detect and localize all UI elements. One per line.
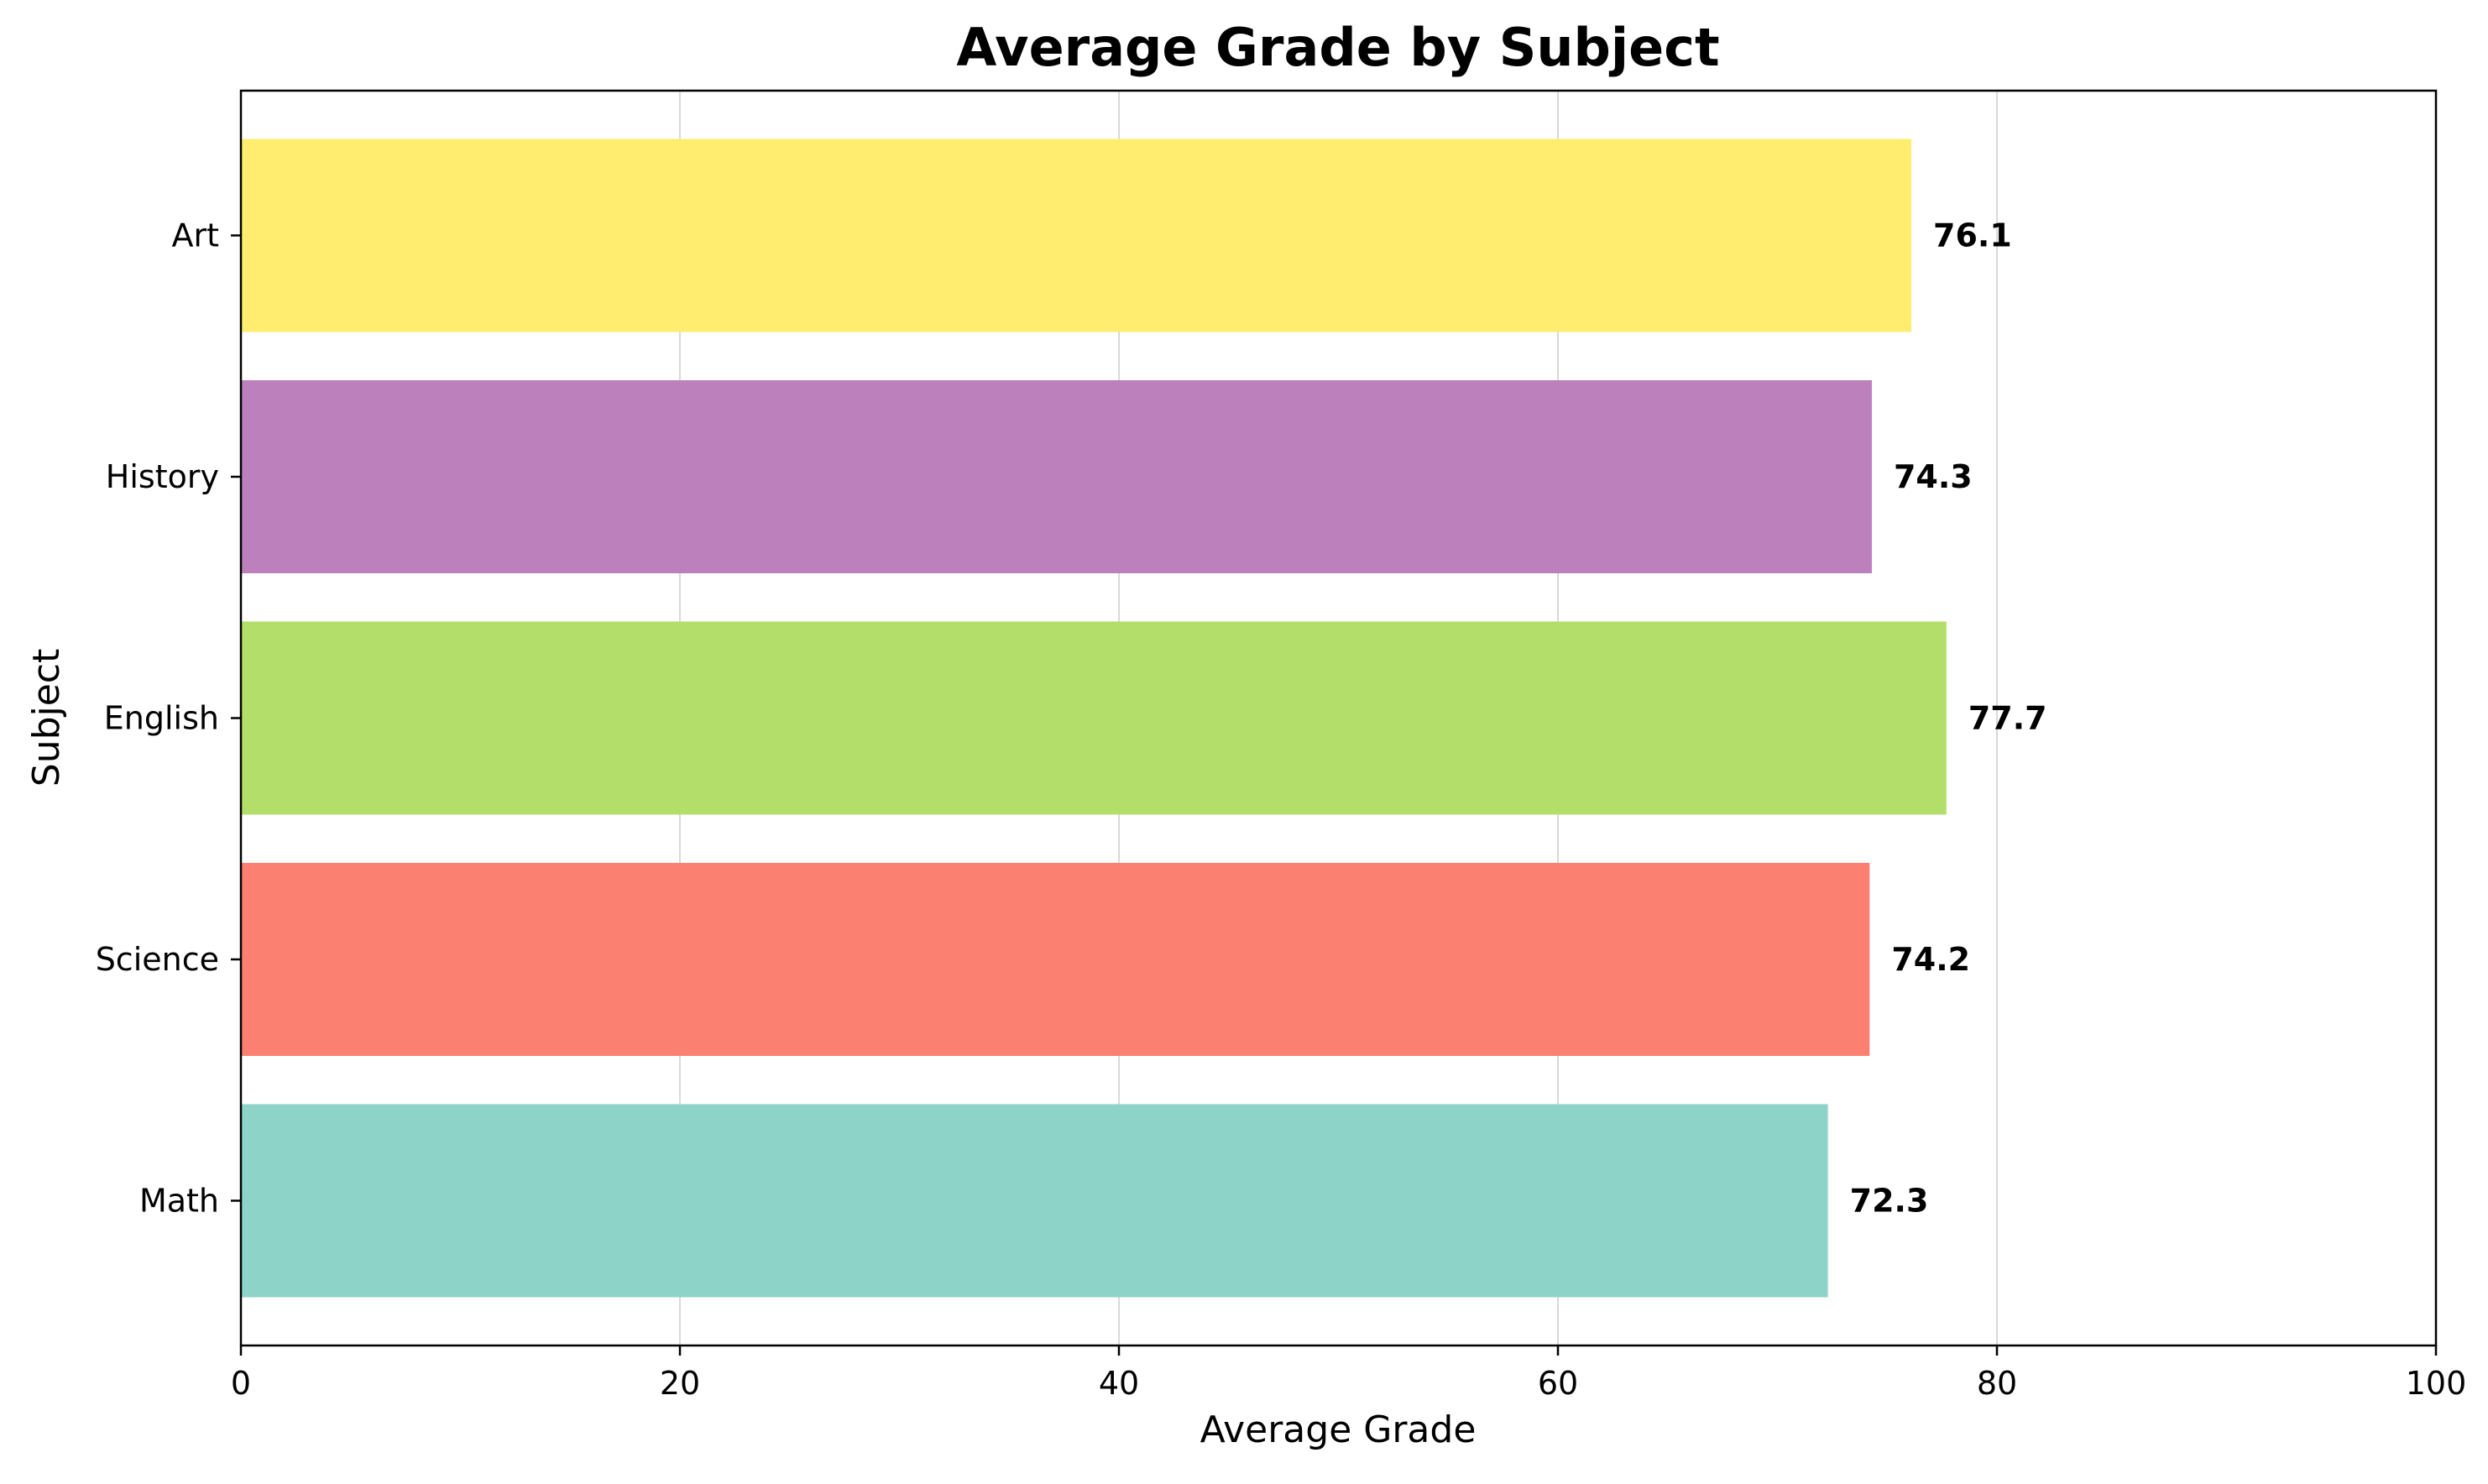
bar-history xyxy=(241,380,1872,573)
y-axis-ticks: Math Science English History Art xyxy=(96,217,241,1220)
bars-layer xyxy=(241,138,1947,1298)
x-tick-label: 60 xyxy=(1538,1365,1578,1402)
bar-math xyxy=(241,1104,1828,1298)
value-label: 77.7 xyxy=(1968,700,2047,737)
value-label: 74.3 xyxy=(1894,458,1973,495)
y-tick-label: History xyxy=(106,458,219,495)
x-tick-label: 20 xyxy=(660,1365,700,1402)
value-label: 72.3 xyxy=(1850,1183,1929,1220)
bar-art xyxy=(241,138,1912,332)
y-axis-label: Subject xyxy=(25,649,68,786)
y-tick-label: English xyxy=(104,700,219,737)
value-label: 74.2 xyxy=(1891,941,1970,978)
x-tick-label: 40 xyxy=(1099,1365,1139,1402)
value-labels-layer: 72.3 74.2 77.7 74.3 76.1 xyxy=(1850,217,2047,1220)
bar-english xyxy=(241,621,1947,815)
x-tick-label: 100 xyxy=(2406,1365,2467,1402)
x-axis-label: Average Grade xyxy=(1200,1408,1477,1451)
y-tick-label: Science xyxy=(96,941,219,978)
x-tick-label: 80 xyxy=(1977,1365,2017,1402)
value-label: 76.1 xyxy=(1933,217,2012,254)
bar-science xyxy=(241,863,1870,1056)
x-tick-label: 0 xyxy=(231,1365,251,1402)
x-axis-ticks: 0 20 40 60 80 100 xyxy=(231,1346,2466,1402)
y-tick-label: Art xyxy=(171,217,219,254)
y-tick-label: Math xyxy=(139,1183,219,1220)
chart-title: Average Grade by Subject xyxy=(956,17,1719,78)
